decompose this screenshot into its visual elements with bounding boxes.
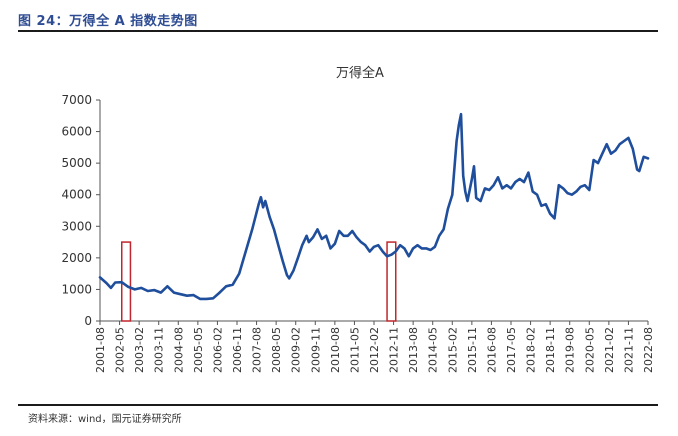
x-tick-label: 2005-05 — [192, 327, 205, 373]
y-axis: 0 1000 2000 3000 4000 5000 6000 7000 — [61, 93, 101, 328]
x-tick-label: 2012-02 — [368, 327, 381, 373]
x-tick-label: 2007-08 — [251, 327, 264, 373]
x-tick-label: 2006-11 — [231, 327, 244, 373]
y-tick-label: 7000 — [61, 93, 92, 107]
x-tick-label: 2021-02 — [603, 327, 616, 373]
x-tick-label: 2018-11 — [544, 327, 557, 373]
x-tick-label: 2016-08 — [485, 327, 498, 373]
y-tick-label: 6000 — [61, 125, 92, 139]
x-tick-label: 2003-02 — [133, 327, 146, 373]
x-tick-label: 2020-05 — [583, 327, 596, 373]
series-layer — [98, 112, 650, 301]
highlight-box — [386, 241, 397, 322]
x-tick-label: 2017-05 — [505, 327, 518, 373]
x-tick-label: 2006-02 — [211, 327, 224, 373]
footer-divider — [18, 404, 658, 406]
highlight-box — [120, 241, 132, 322]
chart-title: 万得全A — [336, 65, 384, 81]
x-tick-label: 2010-08 — [329, 327, 342, 373]
x-tick-label: 2008-05 — [270, 327, 283, 373]
x-tick-label: 2013-08 — [407, 327, 420, 373]
y-tick-label: 0 — [84, 314, 92, 328]
figure-title: 图 24：万得全 A 指数走势图 — [18, 14, 198, 29]
x-tick-label: 2018-02 — [525, 327, 538, 373]
y-tick-label: 1000 — [61, 282, 92, 296]
y-tick-label: 2000 — [61, 251, 92, 265]
x-tick-label: 2002-05 — [114, 327, 127, 373]
x-tick-label: 2019-08 — [564, 327, 577, 373]
x-tick-label: 2021-11 — [622, 327, 635, 373]
x-tick-label: 2003-11 — [153, 327, 166, 373]
x-tick-label: 2015-02 — [446, 327, 459, 373]
x-tick-label: 2014-05 — [427, 327, 440, 373]
y-tick-label: 3000 — [61, 219, 92, 233]
x-tick-label: 2001-08 — [94, 327, 107, 373]
y-tick-label: 5000 — [61, 156, 92, 170]
x-tick-label: 2009-11 — [309, 327, 322, 373]
x-axis: 2001-08 2002-05 2003-02 2003-11 2004-08 2005-… — [94, 320, 655, 373]
figure-header: 图 24：万得全 A 指数走势图 — [18, 8, 658, 32]
x-tick-label: 2022-08 — [642, 327, 655, 373]
x-tick-label: 2004-08 — [172, 327, 185, 373]
x-tick-label: 2012-11 — [388, 327, 401, 373]
line-chart: 万得全A 0 1000 2000 3000 4000 5000 6000 7000 2001-… — [61, 65, 655, 373]
highlight-boxes — [120, 241, 397, 322]
series-line — [98, 112, 650, 301]
source-note: 资料来源：wind，国元证券研究所 — [28, 414, 182, 425]
x-tick-label: 2011-05 — [348, 327, 361, 373]
x-tick-label: 2015-11 — [466, 327, 479, 373]
x-tick-label: 2009-02 — [290, 327, 303, 373]
y-tick-label: 4000 — [61, 188, 92, 202]
